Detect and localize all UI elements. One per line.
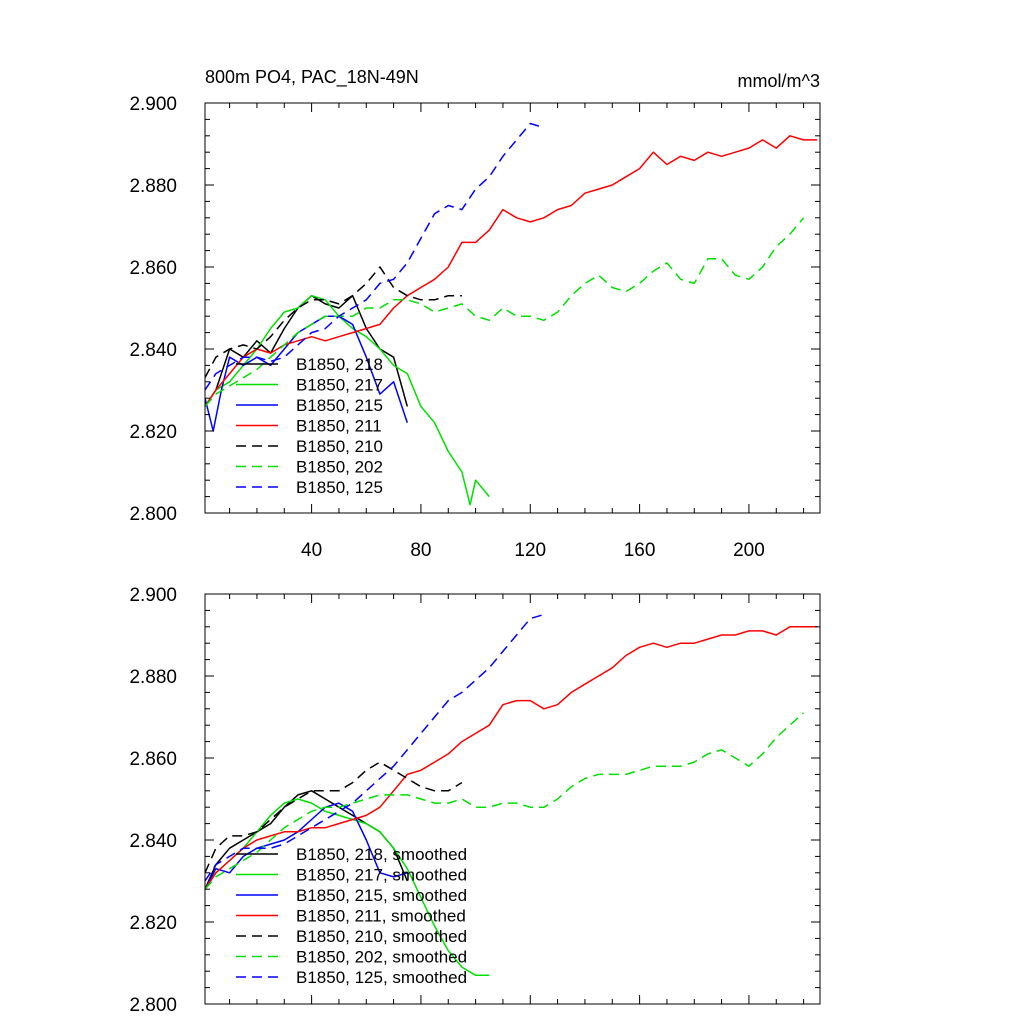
series-line (205, 712, 805, 890)
series-line (205, 266, 462, 379)
y-tick-label: 2.880 (129, 667, 177, 688)
series-group (205, 613, 818, 977)
series-line (205, 122, 545, 391)
y-tick-label: 2.860 (129, 258, 177, 279)
x-tick-label: 80 (410, 540, 431, 561)
legend-label: B1850, 211 (296, 417, 382, 436)
plot-frame (204, 593, 821, 1005)
series-line (205, 798, 490, 977)
legend-label: B1850, 218 (296, 355, 383, 374)
y-tick-label: 2.840 (129, 340, 177, 361)
legend: B1850, 218, smoothed B1850, 217, smoothed… (236, 845, 467, 987)
smoothed-panel: 2.800 2.820 2.840 2.860 2.880 2.900 B1850, 218… (129, 585, 821, 1016)
y-tick-label: 2.820 (129, 913, 177, 934)
y-tick-label: 2.800 (129, 504, 177, 525)
legend-label: B1850, 210, smoothed (296, 927, 467, 946)
x-tick-label: 40 (301, 540, 322, 561)
legend-label: B1850, 202, smoothed (296, 948, 467, 967)
legend-label: B1850, 211, smoothed (296, 907, 466, 926)
y-tick-label: 2.860 (129, 749, 177, 770)
series-line (205, 217, 805, 407)
series-line (205, 626, 818, 890)
x-tick-label: 120 (514, 540, 546, 561)
x-tick-label: 200 (733, 540, 765, 561)
legend-label: B1850, 202 (296, 458, 383, 477)
plot-frame (204, 102, 821, 514)
y-tick-label: 2.820 (129, 422, 177, 443)
series-group (205, 122, 818, 506)
y-tick-label: 2.900 (129, 585, 177, 606)
series-line (205, 761, 463, 874)
series-line (205, 294, 490, 506)
y-tick-label: 2.840 (129, 831, 177, 852)
legend-label: B1850, 215, smoothed (296, 886, 467, 905)
legend-label: B1850, 215 (296, 396, 383, 415)
legend-label: B1850, 125, smoothed (296, 968, 467, 987)
y-tick-label: 2.900 (129, 94, 177, 115)
legend-label: B1850, 217 (296, 376, 383, 395)
legend-label: B1850, 210 (296, 437, 383, 456)
y-tick-label: 2.800 (129, 995, 177, 1016)
units-label: mmol/m^3 (738, 71, 820, 91)
y-tick-label: 2.880 (129, 176, 177, 197)
x-tick-label: 160 (624, 540, 656, 561)
legend-label: B1850, 217, smoothed (296, 866, 467, 885)
raw-panel: 2.800 2.820 2.840 2.860 2.880 2.900 40 80 120 160… (129, 94, 821, 561)
legend-label: B1850, 125 (296, 478, 383, 497)
series-line (205, 613, 545, 882)
legend-label: B1850, 218, smoothed (296, 845, 467, 864)
chart-title: 800m PO4, PAC_18N-49N (205, 67, 419, 88)
